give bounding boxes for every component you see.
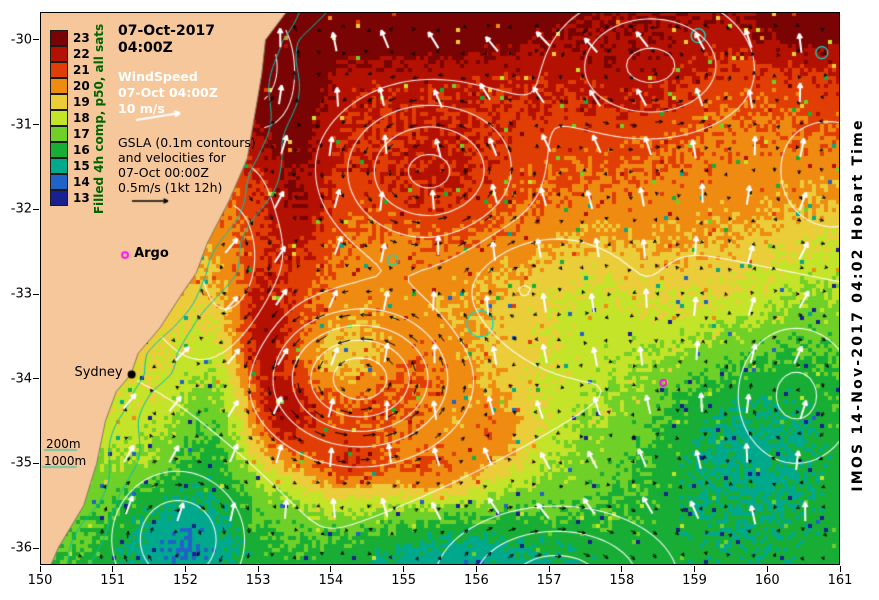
- x-axis-tick: [184, 566, 186, 572]
- y-axis-tick-label: -35: [10, 455, 32, 471]
- colorbar-row: 14: [50, 174, 90, 190]
- x-axis-tick: [39, 566, 41, 572]
- colorbar-row: 17: [50, 126, 90, 142]
- x-axis-tick-label: 161: [827, 573, 853, 588]
- x-axis-tick: [548, 566, 550, 572]
- x-axis-tick: [839, 566, 841, 572]
- wind-legend: WindSpeed 07-Oct 04:00Z 10 m/s: [118, 69, 218, 117]
- isobath-1000m-label: 1000m: [44, 454, 87, 468]
- x-axis-tick-label: 154: [318, 573, 344, 588]
- colorbar-value: 23: [73, 31, 90, 45]
- colorbar-swatch: [50, 174, 68, 190]
- isobath-200m-label: 200m: [46, 437, 81, 451]
- x-axis-tick-label: 151: [100, 573, 126, 588]
- colorbar-row: 23: [50, 30, 90, 46]
- x-axis-tick-label: 156: [463, 573, 489, 588]
- colorbar-swatch: [50, 62, 68, 78]
- colorbar-row: 16: [50, 142, 90, 158]
- colorbar-swatch: [50, 142, 68, 158]
- map-title-time: 04:00Z: [118, 40, 173, 56]
- x-axis-tick: [475, 566, 477, 572]
- colorbar-row: 21: [50, 62, 90, 78]
- colorbar-swatch: [50, 46, 68, 62]
- gsla-legend-line3: 07-Oct 00:00Z: [118, 165, 209, 180]
- sst-colorbar: 23 22 21 20 19 18 17 16 15 14 13: [50, 30, 90, 206]
- y-axis-tick-label: -31: [10, 117, 32, 133]
- map-title: 07-Oct-2017 04:00Z: [118, 23, 215, 57]
- y-axis-tick-label: -30: [10, 32, 32, 48]
- colorbar-value: 14: [73, 175, 90, 189]
- sst-colorbar-cells: 23 22 21 20 19 18 17 16 15 14 13: [50, 30, 90, 206]
- colorbar-row: 18: [50, 110, 90, 126]
- x-axis-tick-label: 153: [245, 573, 271, 588]
- gsla-legend-line4: 0.5m/s (1kt 12h): [118, 180, 223, 195]
- wind-legend-scale: 10 m/s: [118, 101, 165, 116]
- colorbar-row: 19: [50, 94, 90, 110]
- sst-map-canvas: [40, 12, 840, 565]
- y-axis-tick: [33, 39, 39, 41]
- y-axis-tick: [33, 462, 39, 464]
- x-axis-tick: [621, 566, 623, 572]
- colorbar-swatch: [50, 110, 68, 126]
- colorbar-value: 15: [73, 159, 90, 173]
- colorbar-value: 21: [73, 63, 90, 77]
- colorbar-row: 22: [50, 46, 90, 62]
- y-axis-tick-label: -32: [10, 201, 32, 217]
- x-axis-tick-label: 152: [173, 573, 198, 588]
- colorbar-row: 20: [50, 78, 90, 94]
- colorbar-value: 20: [73, 79, 90, 93]
- x-axis-tick: [330, 566, 332, 572]
- colorbar-value: 19: [73, 95, 90, 109]
- y-axis-tick: [33, 124, 39, 126]
- colorbar-value: 18: [73, 111, 90, 125]
- x-axis-tick: [112, 566, 114, 572]
- colorbar-value: 22: [73, 47, 90, 61]
- colorbar-swatch: [50, 78, 68, 94]
- gsla-legend-line1: GSLA (0.1m contours): [118, 135, 256, 150]
- colorbar-value: 13: [73, 191, 90, 205]
- x-axis-tick: [257, 566, 259, 572]
- colorbar-swatch: [50, 30, 68, 46]
- credit-text: IMOS 14-Nov-2017 04:02 Hobart Time: [850, 118, 866, 492]
- y-axis-tick: [33, 208, 39, 210]
- x-axis-tick-label: 150: [27, 573, 53, 588]
- colorbar-swatch: [50, 158, 68, 174]
- x-axis-tick: [694, 566, 696, 572]
- colorbar-row: 15: [50, 158, 90, 174]
- colorbar-axis-label: Filled 4h comp, p50, all sats: [92, 23, 106, 215]
- y-axis-tick: [33, 378, 39, 380]
- sydney-label: Sydney: [74, 365, 123, 381]
- gsla-legend: GSLA (0.1m contours) and velocities for …: [118, 135, 256, 195]
- gsla-legend-line2: and velocities for: [118, 150, 226, 165]
- map-title-date: 07-Oct-2017: [118, 23, 215, 39]
- y-axis-tick: [33, 293, 39, 295]
- wind-legend-title: WindSpeed: [118, 69, 198, 84]
- colorbar-swatch: [50, 126, 68, 142]
- y-axis-tick-label: -33: [10, 286, 32, 302]
- y-axis-tick: [33, 547, 39, 549]
- y-axis-tick-label: -34: [10, 371, 32, 387]
- x-axis-tick-label: 159: [682, 573, 707, 588]
- x-axis-tick-label: 160: [754, 573, 780, 588]
- wind-legend-time: 07-Oct 04:00Z: [118, 85, 218, 100]
- colorbar-row: 13: [50, 190, 90, 206]
- colorbar-value: 16: [73, 143, 90, 157]
- x-axis-tick-label: 155: [391, 573, 417, 588]
- argo-label: Argo: [134, 246, 169, 262]
- x-axis-tick: [403, 566, 405, 572]
- x-axis-tick-label: 157: [536, 573, 562, 588]
- x-axis-tick: [766, 566, 768, 572]
- colorbar-swatch: [50, 94, 68, 110]
- x-axis-tick-label: 158: [609, 573, 635, 588]
- colorbar-swatch: [50, 190, 68, 206]
- y-axis-tick-label: -36: [10, 540, 32, 556]
- colorbar-value: 17: [73, 127, 90, 141]
